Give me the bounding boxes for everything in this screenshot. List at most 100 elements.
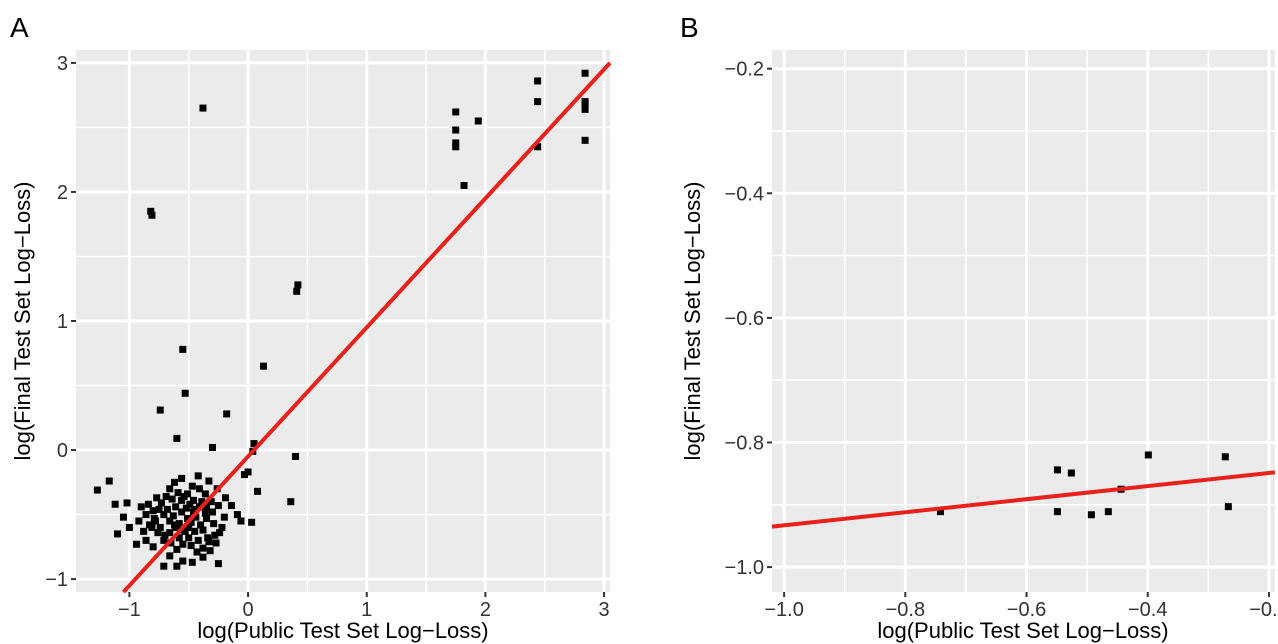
- panel-a-point-126: [174, 489, 182, 497]
- panel-b-x-tick-label-3: −0.4: [1128, 599, 1167, 621]
- panel-a-fit-line: [121, 61, 612, 594]
- panel-a-point-113: [182, 504, 190, 512]
- panel-a-point-31: [248, 518, 256, 526]
- panel-a-point-17: [294, 281, 302, 289]
- panel-a-point-127: [168, 495, 176, 503]
- panel-b-y-tick-label-0: −1.0: [725, 557, 764, 579]
- panel-a-x-tick-label-4: 3: [599, 599, 610, 621]
- panel-b-point-3: [1053, 508, 1061, 516]
- panel-a-point-97: [207, 498, 215, 506]
- panel-a-point-38: [123, 499, 131, 507]
- panel-b-grid: [772, 50, 1275, 592]
- panel-a-point-75: [214, 502, 222, 510]
- panel-a-point-12: [452, 143, 460, 151]
- panel-a-point-49: [199, 553, 207, 561]
- panel-a-point-32: [244, 468, 252, 476]
- panel-a-point-79: [205, 538, 213, 546]
- panel-a-point-102: [178, 508, 186, 516]
- panel-b-point-1: [1053, 466, 1061, 474]
- panel-a-point-34: [237, 517, 245, 525]
- panel-a-point-77: [218, 523, 226, 531]
- panel-b-point-4: [1087, 511, 1095, 519]
- panel-a-x-axis-title: log(Public Test Set Log−Loss): [197, 618, 488, 643]
- panel-b-y-axis-title: log(Final Test Set Log−Loss): [680, 181, 705, 460]
- panel-a-point-131: [146, 521, 154, 529]
- panel-a-point-114: [187, 518, 195, 526]
- panel-a-point-68: [173, 545, 181, 553]
- panel-a-point-39: [119, 513, 127, 521]
- panel-a-x-tick-label-0: −1: [118, 599, 141, 621]
- panel-a-point-111: [140, 527, 148, 535]
- panel-a-point-69: [179, 540, 187, 548]
- panel-a-point-43: [142, 536, 150, 544]
- panel-a-point-37: [111, 500, 119, 508]
- panel-a-point-85: [169, 512, 177, 520]
- panel-a-point-135: [170, 521, 178, 529]
- panel-a-x-tick-label-2: 1: [361, 599, 372, 621]
- panel-a-point-21: [181, 389, 189, 397]
- panel-a-point-81: [193, 548, 201, 556]
- panel-a-point-123: [191, 505, 199, 513]
- panel-a-point-2: [581, 105, 589, 113]
- panel-a-point-52: [166, 485, 174, 493]
- panel-a-point-86: [163, 505, 171, 513]
- panel-a-point-93: [184, 490, 192, 498]
- panel-a-point-120: [216, 529, 224, 537]
- panel-a: A −1 0 1 2 3 −1 0 1 2 3 log(Public Test Set Log−…: [10, 12, 612, 643]
- panel-b-x-ticks: −1.0 −0.8 −0.6 −0.4 −0.2: [764, 592, 1278, 621]
- panel-a-point-134: [185, 523, 193, 531]
- panel-a-point-56: [194, 472, 202, 480]
- panel-a-point-91: [172, 503, 180, 511]
- panel-a-point-50: [214, 560, 222, 568]
- panel-a-point-20: [179, 345, 187, 353]
- panel-a-point-99: [195, 485, 203, 493]
- panel-a-point-92: [178, 496, 186, 504]
- panel-a-point-104: [166, 529, 174, 537]
- panel-a-point-57: [205, 477, 213, 485]
- panel-a-point-6: [534, 98, 542, 106]
- panel-a-point-60: [227, 502, 235, 510]
- panel-a-point-87: [157, 499, 165, 507]
- panel-a-point-35: [93, 486, 101, 494]
- panel-b-point-5: [1104, 508, 1112, 516]
- panel-a-point-117: [204, 534, 212, 542]
- panel-b-point-8: [1221, 453, 1229, 461]
- panel-a-point-40: [125, 523, 133, 531]
- panel-a-point-108: [142, 511, 150, 519]
- panel-a-point-5: [534, 77, 542, 85]
- panel-a-point-66: [161, 531, 169, 539]
- panel-a-point-80: [199, 544, 207, 552]
- panel-a-point-62: [144, 500, 152, 508]
- panel-a-x-tick-label-3: 2: [480, 599, 491, 621]
- panel-a-point-78: [211, 531, 219, 539]
- panel-a-point-47: [179, 557, 187, 565]
- panel-b-point-0: [936, 508, 944, 516]
- panel-a-point-30: [254, 487, 262, 495]
- panel-b-x-tick-label-4: −0.2: [1249, 599, 1278, 621]
- panel-a-point-83: [181, 527, 189, 535]
- panel-a-point-132: [198, 498, 206, 506]
- panel-a-point-130: [150, 514, 158, 522]
- panel-a-point-94: [189, 496, 197, 504]
- panel-b-y-ticks: −1.0 −0.8 −0.6 −0.4 −0.2: [725, 59, 772, 579]
- panel-a-point-124: [186, 500, 194, 508]
- panel-a-point-55: [188, 482, 196, 490]
- panel-a-point-125: [180, 493, 188, 501]
- panel-a-point-88: [153, 494, 161, 502]
- panel-a-point-3: [581, 98, 589, 106]
- panel-a-point-109: [137, 503, 145, 511]
- panel-b-x-tick-label-1: −0.8: [886, 599, 925, 621]
- panel-a-point-42: [133, 540, 141, 548]
- panel-a-point-128: [162, 493, 170, 501]
- panel-a-point-9: [452, 108, 460, 116]
- panel-a-point-105: [160, 536, 168, 544]
- panel-a-point-110: [135, 517, 143, 525]
- panel-b-x-tick-label-2: −0.6: [1007, 599, 1046, 621]
- panel-a-points: [93, 69, 589, 570]
- panel-a-y-axis-title: log(Final Test Set Log−Loss): [10, 181, 35, 460]
- panel-b-x-tick-label-0: −1.0: [764, 599, 803, 621]
- panel-a-point-13: [460, 182, 468, 189]
- panel-a-x-ticks: −1 0 1 2 3: [118, 592, 610, 621]
- panel-a-y-tick-label-4: 3: [57, 53, 68, 75]
- panel-a-point-15: [147, 207, 155, 215]
